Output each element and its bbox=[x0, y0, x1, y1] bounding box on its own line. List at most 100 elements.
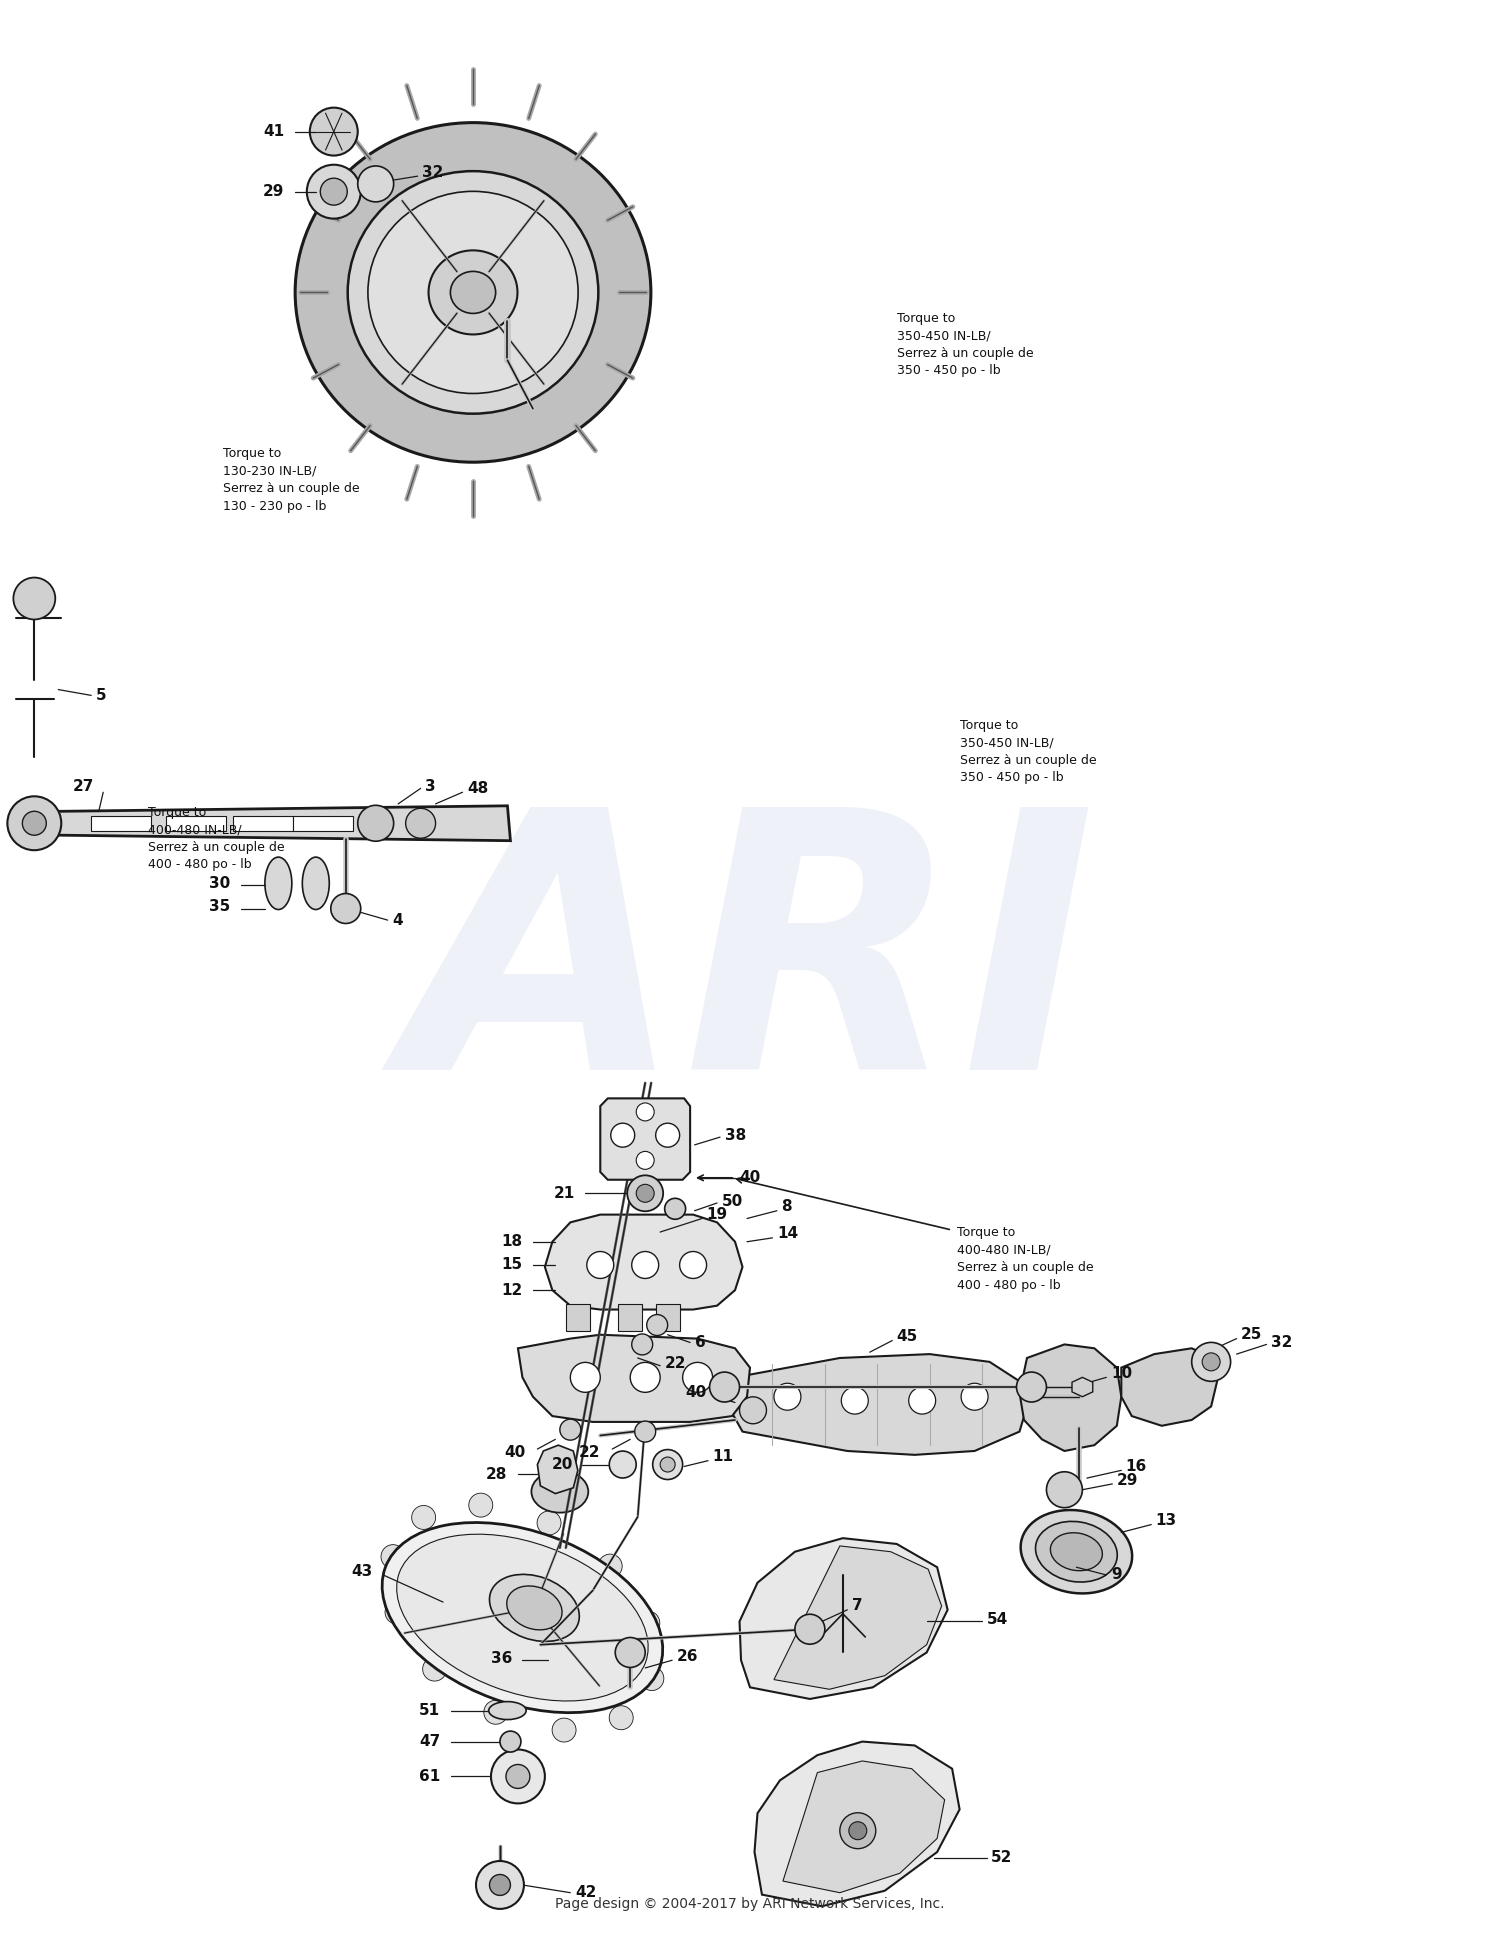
Circle shape bbox=[381, 1545, 405, 1568]
Text: 51: 51 bbox=[419, 1702, 440, 1718]
Polygon shape bbox=[730, 1355, 1028, 1456]
Circle shape bbox=[537, 1510, 561, 1535]
Ellipse shape bbox=[489, 1702, 526, 1720]
Text: 21: 21 bbox=[554, 1186, 574, 1201]
Polygon shape bbox=[294, 815, 352, 831]
Text: 40: 40 bbox=[504, 1446, 525, 1460]
Text: 42: 42 bbox=[574, 1885, 596, 1900]
Circle shape bbox=[411, 1506, 435, 1530]
Circle shape bbox=[909, 1388, 936, 1415]
Circle shape bbox=[489, 1875, 510, 1896]
Text: 8: 8 bbox=[782, 1200, 792, 1215]
Text: 50: 50 bbox=[722, 1194, 742, 1209]
Ellipse shape bbox=[368, 192, 578, 394]
Ellipse shape bbox=[296, 122, 651, 462]
Ellipse shape bbox=[1050, 1533, 1102, 1570]
Text: Torque to
350-450 IN-LB/
Serrez à un couple de
350 - 450 po - lb: Torque to 350-450 IN-LB/ Serrez à un cou… bbox=[960, 718, 1096, 784]
Text: 29: 29 bbox=[1118, 1473, 1138, 1487]
Circle shape bbox=[586, 1252, 613, 1279]
Circle shape bbox=[476, 1861, 524, 1908]
Text: 19: 19 bbox=[706, 1207, 728, 1223]
Circle shape bbox=[680, 1252, 706, 1279]
Circle shape bbox=[484, 1700, 508, 1724]
Circle shape bbox=[332, 893, 360, 924]
Text: Page design © 2004-2017 by ARI Network Services, Inc.: Page design © 2004-2017 by ARI Network S… bbox=[555, 1898, 945, 1912]
Polygon shape bbox=[783, 1760, 945, 1892]
Polygon shape bbox=[1122, 1349, 1216, 1427]
Circle shape bbox=[308, 165, 360, 219]
FancyBboxPatch shape bbox=[618, 1304, 642, 1332]
Text: 26: 26 bbox=[676, 1648, 698, 1663]
Text: 45: 45 bbox=[897, 1330, 918, 1345]
Circle shape bbox=[630, 1363, 660, 1392]
Polygon shape bbox=[92, 815, 152, 831]
Text: 52: 52 bbox=[992, 1850, 1012, 1865]
Text: 32: 32 bbox=[422, 165, 444, 181]
Text: Torque to
400-480 IN-LB/
Serrez à un couple de
400 - 480 po - lb: Torque to 400-480 IN-LB/ Serrez à un cou… bbox=[957, 1227, 1094, 1293]
Text: 16: 16 bbox=[1126, 1460, 1148, 1473]
Circle shape bbox=[740, 1398, 766, 1425]
Text: 22: 22 bbox=[579, 1446, 600, 1460]
Text: 6: 6 bbox=[694, 1335, 705, 1351]
Polygon shape bbox=[1020, 1345, 1122, 1452]
Circle shape bbox=[632, 1252, 658, 1279]
Circle shape bbox=[646, 1314, 668, 1335]
Circle shape bbox=[13, 578, 55, 619]
Circle shape bbox=[849, 1823, 867, 1840]
FancyBboxPatch shape bbox=[656, 1304, 680, 1332]
Text: 5: 5 bbox=[96, 687, 106, 703]
Polygon shape bbox=[740, 1537, 948, 1698]
Text: 36: 36 bbox=[490, 1650, 512, 1665]
Circle shape bbox=[636, 1611, 660, 1634]
Circle shape bbox=[962, 1384, 988, 1411]
Ellipse shape bbox=[429, 250, 518, 334]
Circle shape bbox=[636, 1102, 654, 1120]
Circle shape bbox=[636, 1184, 654, 1201]
Text: 40: 40 bbox=[740, 1170, 760, 1186]
Circle shape bbox=[640, 1667, 664, 1691]
Circle shape bbox=[357, 165, 393, 202]
Text: Torque to
130-230 IN-LB/
Serrez à un couple de
130 - 230 po - lb: Torque to 130-230 IN-LB/ Serrez à un cou… bbox=[224, 446, 360, 512]
Circle shape bbox=[795, 1615, 825, 1644]
Text: 7: 7 bbox=[852, 1599, 862, 1613]
Ellipse shape bbox=[382, 1522, 663, 1712]
Text: 48: 48 bbox=[466, 780, 489, 796]
Text: 25: 25 bbox=[1240, 1328, 1263, 1343]
Text: 47: 47 bbox=[419, 1733, 440, 1749]
Text: 40: 40 bbox=[686, 1386, 706, 1399]
Circle shape bbox=[656, 1124, 680, 1147]
Text: 27: 27 bbox=[74, 778, 94, 794]
Text: 3: 3 bbox=[424, 778, 435, 794]
Ellipse shape bbox=[1020, 1510, 1132, 1594]
Circle shape bbox=[310, 107, 357, 155]
Text: 61: 61 bbox=[419, 1768, 440, 1784]
Circle shape bbox=[774, 1384, 801, 1411]
Polygon shape bbox=[1072, 1378, 1094, 1398]
Ellipse shape bbox=[266, 858, 292, 910]
Text: 15: 15 bbox=[501, 1258, 522, 1273]
Ellipse shape bbox=[396, 1533, 648, 1700]
Circle shape bbox=[470, 1493, 492, 1518]
Circle shape bbox=[634, 1421, 656, 1442]
Text: 14: 14 bbox=[777, 1227, 798, 1242]
Polygon shape bbox=[544, 1215, 742, 1310]
Ellipse shape bbox=[348, 171, 598, 413]
Text: 35: 35 bbox=[209, 899, 231, 914]
FancyBboxPatch shape bbox=[566, 1304, 590, 1332]
Circle shape bbox=[8, 796, 62, 850]
Circle shape bbox=[405, 807, 435, 839]
Circle shape bbox=[840, 1813, 876, 1848]
Polygon shape bbox=[754, 1741, 960, 1906]
Circle shape bbox=[423, 1658, 447, 1681]
Circle shape bbox=[632, 1333, 652, 1355]
Text: 30: 30 bbox=[209, 875, 231, 891]
Polygon shape bbox=[537, 1446, 578, 1495]
Circle shape bbox=[500, 1731, 520, 1753]
Ellipse shape bbox=[1035, 1522, 1118, 1582]
Text: 10: 10 bbox=[1112, 1366, 1132, 1380]
Circle shape bbox=[321, 179, 346, 206]
Ellipse shape bbox=[489, 1574, 579, 1642]
Circle shape bbox=[842, 1388, 868, 1415]
Circle shape bbox=[1047, 1471, 1083, 1508]
Circle shape bbox=[652, 1450, 682, 1479]
